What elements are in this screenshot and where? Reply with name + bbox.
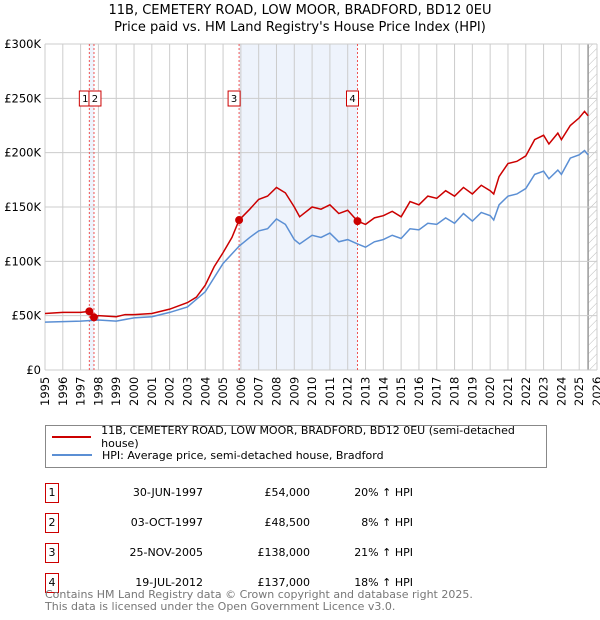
x-tick-label: 2025 [572, 377, 586, 406]
transaction-hpi: 8% ↑ HPI [361, 516, 413, 529]
transaction-price: £138,000 [257, 546, 311, 559]
x-tick-label: 2006 [234, 377, 248, 406]
sale-point [89, 313, 98, 322]
transaction-date: 25-NOV-2005 [129, 546, 203, 559]
sale-label: 2 [92, 94, 98, 105]
x-tick-label: 2024 [554, 377, 568, 406]
transaction-row: 4 19-JUL-2012 £137,000 18% ↑ HPI [45, 573, 445, 593]
x-tick-label: 2011 [323, 377, 337, 406]
x-tick-label: 2005 [216, 377, 230, 406]
x-tick-label: 2008 [269, 377, 283, 406]
sale-label: 1 [82, 94, 88, 105]
sale-label-box [88, 90, 102, 107]
x-tick-label: 2010 [305, 377, 319, 406]
x-tick-label: 2001 [145, 377, 159, 406]
transaction-date: 03-OCT-1997 [130, 516, 203, 529]
transaction-hpi: 18% ↑ HPI [354, 576, 413, 589]
legend-label-hpi: HPI: Average price, semi-detached house,… [102, 448, 384, 462]
x-tick-label: 2000 [127, 377, 141, 406]
transaction-row: 1 30-JUN-1997 £54,000 20% ↑ HPI [45, 483, 445, 503]
y-tick-label: £300K [4, 37, 41, 51]
property-line [44, 110, 589, 319]
transaction-hpi: 20% ↑ HPI [354, 486, 413, 499]
x-tick-label: 2023 [537, 377, 551, 406]
footer-line-2: This data is licensed under the Open Gov… [45, 600, 396, 613]
transaction-date: 30-JUN-1997 [132, 486, 203, 499]
x-tick-label: 2026 [590, 377, 600, 406]
y-tick-label: £250K [4, 91, 41, 105]
legend-item-property: 11B, CEMETERY ROAD, LOW MOOR, BRADFORD, … [52, 424, 546, 450]
sale-label-box [227, 90, 241, 107]
y-tick-label: £150K [4, 200, 41, 214]
x-tick-label: 2012 [341, 377, 355, 406]
transaction-price: £48,500 [264, 516, 311, 529]
transaction-row: 3 25-NOV-2005 £138,000 21% ↑ HPI [45, 543, 445, 563]
legend-item-hpi: HPI: Average price, semi-detached house,… [52, 447, 384, 463]
x-tick-label: 2017 [430, 377, 444, 406]
x-tick-label: 2014 [376, 377, 390, 406]
x-tick-label: 1996 [56, 377, 70, 406]
footer-line-1: Contains HM Land Registry data © Crown c… [45, 588, 473, 601]
legend: 11B, CEMETERY ROAD, LOW MOOR, BRADFORD, … [45, 424, 547, 468]
chart-subtitle: Price paid vs. HM Land Registry's House … [114, 20, 486, 35]
x-tick-label: 2009 [287, 377, 301, 406]
transaction-marker: 4 [45, 573, 59, 593]
x-tick-label: 1998 [91, 377, 105, 406]
x-tick-label: 1997 [74, 377, 88, 406]
y-tick-label: £100K [4, 254, 41, 268]
x-tick-label: 2020 [483, 377, 497, 406]
transaction-marker: 3 [45, 543, 59, 563]
chart-title: 11B, CEMETERY ROAD, LOW MOOR, BRADFORD, … [108, 3, 492, 18]
x-tick-label: 1995 [38, 377, 52, 406]
x-tick-label: 2003 [180, 377, 194, 406]
sale-label: 4 [349, 94, 355, 105]
sale-label-box [346, 90, 360, 107]
transaction-price: £54,000 [264, 486, 311, 499]
hpi-line [44, 149, 589, 323]
x-tick-label: 1999 [109, 377, 123, 406]
sale-point [353, 217, 362, 226]
y-tick-label: £50K [12, 309, 42, 323]
legend-swatch-property [52, 436, 92, 438]
transaction-row: 2 03-OCT-1997 £48,500 8% ↑ HPI [45, 513, 445, 533]
x-tick-label: 2002 [163, 377, 177, 406]
transaction-date: 19-JUL-2012 [135, 576, 203, 589]
x-tick-label: 2021 [501, 377, 515, 406]
transaction-price: £137,000 [257, 576, 311, 589]
legend-label-property: 11B, CEMETERY ROAD, LOW MOOR, BRADFORD, … [101, 424, 515, 450]
y-tick-label: £0 [26, 363, 41, 377]
x-tick-label: 2004 [198, 377, 212, 406]
sale-label: 3 [231, 94, 237, 105]
x-tick-label: 2018 [448, 377, 462, 406]
sale-point [235, 216, 244, 225]
x-tick-label: 2016 [412, 377, 426, 406]
x-tick-label: 2007 [252, 377, 266, 406]
transaction-marker: 2 [45, 513, 59, 533]
price-chart: 1995 1996 1997 1998 1999 2000 2001 2002 2003 2004… [4, 37, 600, 406]
x-tick-label: 2013 [359, 377, 373, 406]
y-tick-label: £200K [4, 146, 41, 160]
x-tick-label: 2019 [465, 377, 479, 406]
legend-swatch-hpi [52, 454, 92, 456]
footer: Contains HM Land Registry data © Crown c… [45, 589, 473, 613]
x-tick-label: 2015 [394, 377, 408, 406]
transaction-hpi: 21% ↑ HPI [354, 546, 413, 559]
x-tick-label: 2022 [519, 377, 533, 406]
transaction-marker: 1 [45, 483, 59, 503]
sale-point [85, 307, 94, 316]
